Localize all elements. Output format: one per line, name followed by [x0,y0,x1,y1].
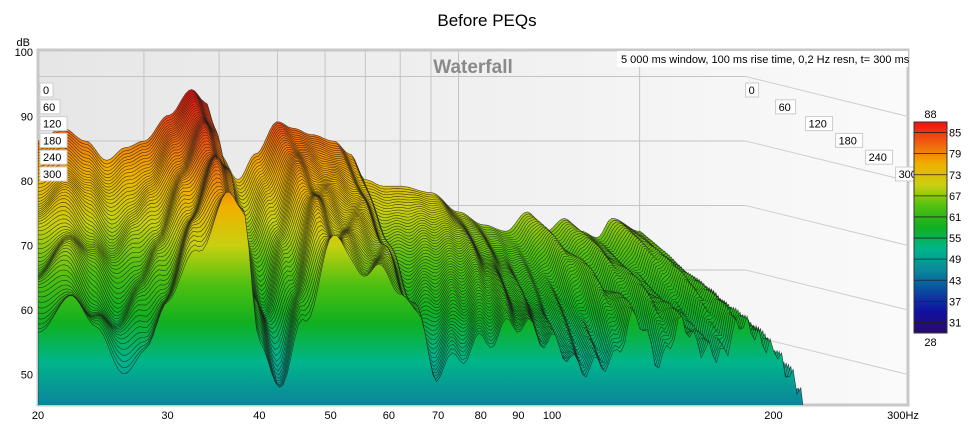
y-axis-ticks: 100 90 80 70 60 50 [15,47,33,382]
time-label-right: 300 [899,169,917,181]
x-axis-ticks: 20 30 40 50 60 70 80 90 100 200 300Hz [32,410,919,422]
time-label-box-right [745,82,760,98]
time-label-box-right [835,132,864,148]
x-tick-label: 50 [325,410,337,422]
time-label-box-left [39,166,68,182]
y-tick-label: 60 [21,305,33,317]
colorbar-tick-label: 67 [949,191,961,203]
time-label-left: 60 [43,102,55,114]
time-label-box-left [39,82,54,98]
colorbar-gradient [913,121,948,334]
time-label-left: 240 [43,152,61,164]
x-tick-label: 60 [383,410,395,422]
x-tick-label: 70 [432,410,444,422]
waterfall-slice-300ms [38,191,804,405]
colorbar-tick-label: 43 [949,275,961,287]
colorbar-tick-label: 61 [949,212,961,224]
annotation-box [617,51,908,67]
colorbar-tick-label: 55 [949,233,961,245]
time-label-right: 120 [809,119,827,131]
y-tick-label: 50 [21,370,33,382]
x-tick-label: 200 [764,410,782,422]
y-tick-label: 80 [21,176,33,188]
y-tick-label: 100 [15,47,33,59]
time-label-box-right [805,116,834,132]
y-axis-label: dB [17,37,30,49]
chart-title: Before PEQs [437,11,536,30]
colorbar-tick-label: 31 [949,317,961,329]
time-label-right: 0 [749,85,755,97]
x-tick-label: 30 [161,410,173,422]
y-tick-label: 70 [21,241,33,253]
y-tick-label: 90 [21,112,33,124]
time-label-left: 300 [43,169,61,181]
inner-title: Waterfall [433,57,513,78]
time-label-box-right [865,149,894,165]
x-tick-label: 90 [512,410,524,422]
grid-line-side [745,76,909,117]
time-label-right: 180 [839,135,857,147]
colorbar-tick-label: 79 [949,149,961,161]
time-label-box-right [775,99,797,115]
colorbar-tick-label: 49 [949,254,961,266]
colorbar-tick-label: 37 [949,296,961,308]
grid-line-side [745,205,909,246]
x-tick-label: 20 [32,410,44,422]
grid-line-side [745,269,909,311]
time-label-box-left [39,149,68,165]
annotation: 5 000 ms window, 100 ms rise time, 0,2 H… [621,54,910,66]
time-label-box-left [39,116,68,132]
colorbar: 88 28 85 79 73 67 61 55 49 43 37 31 [913,109,961,349]
time-label-left: 120 [43,119,61,131]
colorbar-min: 28 [924,337,936,349]
time-label-right: 60 [779,102,791,114]
time-axis-labels: 0 0 60 60 120 120 180 180 240 240 300 300 [39,82,924,182]
grid-line-side [745,140,909,182]
time-label-left: 0 [43,85,49,97]
colorbar-tick-label: 85 [949,128,961,140]
colorbar-tick-label: 73 [949,170,961,182]
time-label-left: 180 [43,135,61,147]
x-tick-label: 40 [253,410,265,422]
waterfall-slices [38,89,804,405]
x-tick-label: 100 [543,410,561,422]
colorbar-max: 88 [924,109,936,121]
time-label-box-left [39,132,68,148]
time-label-right: 240 [869,152,887,164]
x-tick-label: 80 [475,410,487,422]
grid-line-side [745,334,909,375]
time-label-box-left [39,99,61,115]
x-tick-label: 300Hz [887,410,919,422]
